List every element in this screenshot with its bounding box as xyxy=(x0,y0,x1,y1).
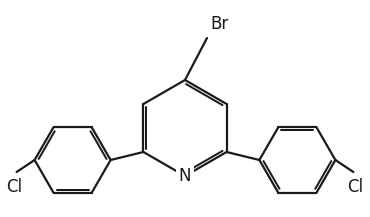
Text: Cl: Cl xyxy=(7,178,23,196)
Text: Cl: Cl xyxy=(347,178,363,196)
Text: Br: Br xyxy=(210,15,228,33)
Text: N: N xyxy=(179,167,191,185)
